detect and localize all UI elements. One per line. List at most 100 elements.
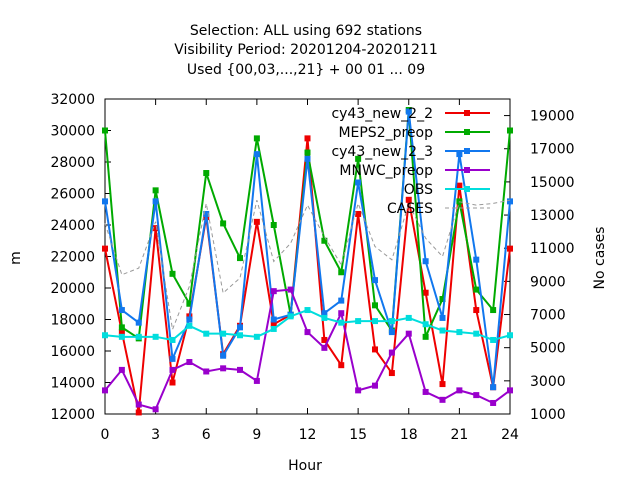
data-point-cy43-new-2-3	[439, 314, 446, 321]
data-point-meps2-preop	[270, 222, 277, 228]
y2-axis-label: No cases	[592, 227, 608, 290]
legend-marker-obs	[464, 186, 470, 192]
data-point-meps2-preop	[152, 187, 159, 194]
data-point-mnwc-preop	[338, 310, 345, 317]
data-point-cy43-new-2-2	[456, 182, 463, 189]
y-tick-label: 20000	[50, 281, 95, 297]
legend-label-obs: OBS	[404, 182, 433, 198]
data-point-mnwc-preop	[422, 388, 429, 395]
y-tick-label: 14000	[50, 376, 95, 392]
x-tick-label: 3	[151, 427, 160, 443]
data-point-mnwc-preop	[456, 387, 463, 394]
data-point-cy43-new-2-3	[321, 310, 328, 317]
y-tick-label: 28000	[50, 155, 95, 171]
data-point-cy43-new-2-2	[355, 210, 362, 217]
x-tick-label: 12	[299, 427, 317, 443]
data-point-cy43-new-2-2	[253, 218, 260, 225]
x-tick-label: 0	[101, 427, 110, 443]
data-point-mnwc-preop	[118, 366, 125, 373]
data-point-cy43-new-2-3	[220, 352, 227, 359]
data-point-obs	[118, 333, 125, 340]
data-point-mnwc-preop	[169, 366, 176, 373]
data-point-mnwc-preop	[355, 387, 362, 394]
data-point-mnwc-preop	[388, 349, 395, 356]
data-point-obs	[102, 332, 108, 339]
data-point-cy43-new-2-2	[118, 329, 125, 336]
y2-tick-label: 15000	[530, 175, 575, 191]
data-point-mnwc-preop	[405, 330, 412, 337]
y-tick-label: 26000	[50, 187, 95, 203]
y2-tick-label: 7000	[530, 308, 566, 324]
data-point-obs	[372, 318, 378, 325]
data-point-meps2-preop	[304, 149, 311, 156]
legend-marker-cy43-new-2-3	[464, 148, 470, 154]
x-tick-label: 24	[501, 427, 519, 443]
legend: cy43_new_2_2 MEPS2_preop cy43_new_2_3 MNWC_…	[331, 106, 490, 217]
data-point-meps2-preop	[372, 302, 378, 309]
data-point-meps2-preop	[439, 296, 446, 303]
data-point-cy43-new-2-3	[355, 179, 362, 186]
data-point-cy43-new-2-3	[372, 277, 378, 284]
y2-tick-label: 3000	[530, 374, 566, 390]
data-point-mnwc-preop	[102, 387, 108, 394]
data-point-meps2-preop	[338, 269, 345, 276]
y-tick-label: 24000	[50, 218, 95, 234]
x-tick-label: 15	[349, 427, 367, 443]
data-point-mnwc-preop	[490, 399, 497, 406]
data-point-mnwc-preop	[135, 401, 142, 408]
data-point-obs	[203, 330, 210, 337]
data-point-obs	[456, 329, 463, 336]
data-point-obs	[473, 330, 480, 337]
y2-tick-label: 13000	[530, 208, 575, 224]
data-point-mnwc-preop	[253, 377, 260, 384]
y-tick-label: 22000	[50, 250, 95, 266]
data-point-obs	[220, 330, 227, 337]
y2-tick-label: 5000	[530, 341, 566, 357]
series-layer	[102, 107, 513, 416]
data-point-obs	[338, 319, 345, 326]
y-tick-label: 12000	[50, 407, 95, 423]
data-point-obs	[405, 314, 412, 321]
data-point-cy43-new-2-2	[135, 409, 142, 416]
data-point-obs	[270, 325, 277, 332]
data-point-cy43-new-2-3	[405, 108, 412, 115]
data-point-cy43-new-2-2	[338, 362, 345, 369]
data-point-cy43-new-2-2	[439, 381, 446, 388]
x-tick-label: 18	[400, 427, 418, 443]
legend-label-mnwc-preop: MNWC_preop	[339, 163, 433, 179]
data-point-mnwc-preop	[287, 286, 294, 293]
data-point-mnwc-preop	[372, 382, 378, 389]
y2-tick-label: 19000	[530, 109, 575, 125]
data-point-cy43-new-2-2	[102, 245, 108, 252]
chart-title-line-1: Selection: ALL using 692 stations	[190, 23, 422, 39]
data-point-cy43-new-2-3	[102, 198, 108, 205]
data-point-obs	[186, 322, 193, 329]
data-point-cy43-new-2-3	[135, 319, 142, 326]
data-point-cy43-new-2-2	[372, 346, 378, 353]
data-point-meps2-preop	[490, 307, 497, 314]
data-point-obs	[169, 336, 176, 343]
data-point-cy43-new-2-3	[473, 256, 480, 263]
chart-title: Selection: ALL using 692 stations Visibi…	[174, 23, 438, 78]
data-point-cy43-new-2-2	[321, 336, 328, 343]
data-point-cy43-new-2-3	[507, 198, 513, 205]
y-tick-label: 16000	[50, 344, 95, 360]
y-tick-label: 32000	[50, 92, 95, 108]
data-point-mnwc-preop	[203, 368, 210, 375]
y2-tick-label: 9000	[530, 274, 566, 290]
legend-marker-cy43-new-2-2	[464, 110, 470, 116]
legend-label-cases: CASES	[387, 201, 433, 217]
data-point-obs	[287, 313, 294, 320]
data-point-cy43-new-2-3	[169, 355, 176, 362]
data-point-mnwc-preop	[507, 387, 513, 394]
data-point-mnwc-preop	[186, 359, 193, 366]
data-point-cy43-new-2-2	[270, 321, 277, 328]
data-point-cy43-new-2-3	[422, 258, 429, 265]
data-point-cy43-new-2-3	[388, 329, 395, 336]
data-point-cy43-new-2-2	[169, 379, 176, 386]
data-point-cy43-new-2-3	[338, 297, 345, 304]
data-point-cy43-new-2-3	[203, 210, 210, 217]
data-point-cy43-new-2-3	[456, 151, 463, 158]
data-point-cy43-new-2-2	[304, 135, 311, 142]
